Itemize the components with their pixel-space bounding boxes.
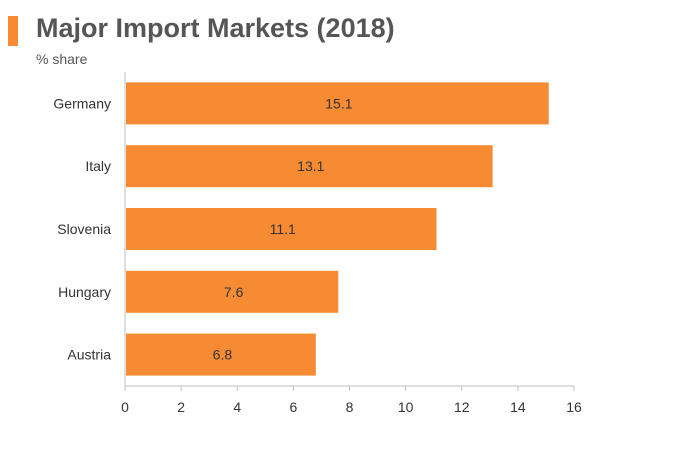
category-label: Italy — [85, 158, 111, 174]
bar — [126, 208, 437, 250]
data-label: 6.8 — [213, 347, 233, 363]
title-accent-bar — [8, 16, 18, 46]
bar — [126, 333, 316, 376]
data-label: 15.1 — [325, 95, 352, 111]
x-tick-label: 0 — [121, 399, 129, 415]
data-label: 11.1 — [270, 221, 296, 237]
x-tick-label: 16 — [566, 399, 582, 415]
x-tick-label: 14 — [510, 399, 526, 415]
data-label: 7.6 — [224, 284, 244, 300]
chart-subtitle: % share — [36, 51, 88, 67]
x-tick-label: 10 — [398, 399, 414, 415]
category-label: Hungary — [58, 284, 111, 300]
x-tick-label: 8 — [346, 399, 354, 415]
category-label: Austria — [67, 347, 111, 363]
chart-title: Major Import Markets (2018) — [36, 13, 395, 43]
bar — [126, 82, 549, 125]
bar — [126, 270, 339, 313]
category-label: Germany — [53, 95, 111, 111]
x-tick-label: 12 — [454, 399, 470, 415]
x-tick-label: 6 — [289, 399, 297, 415]
bar — [126, 145, 493, 188]
x-tick-label: 2 — [177, 399, 185, 415]
data-label: 13.1 — [297, 158, 324, 174]
category-label: Slovenia — [57, 221, 111, 237]
x-tick-label: 4 — [233, 399, 241, 415]
